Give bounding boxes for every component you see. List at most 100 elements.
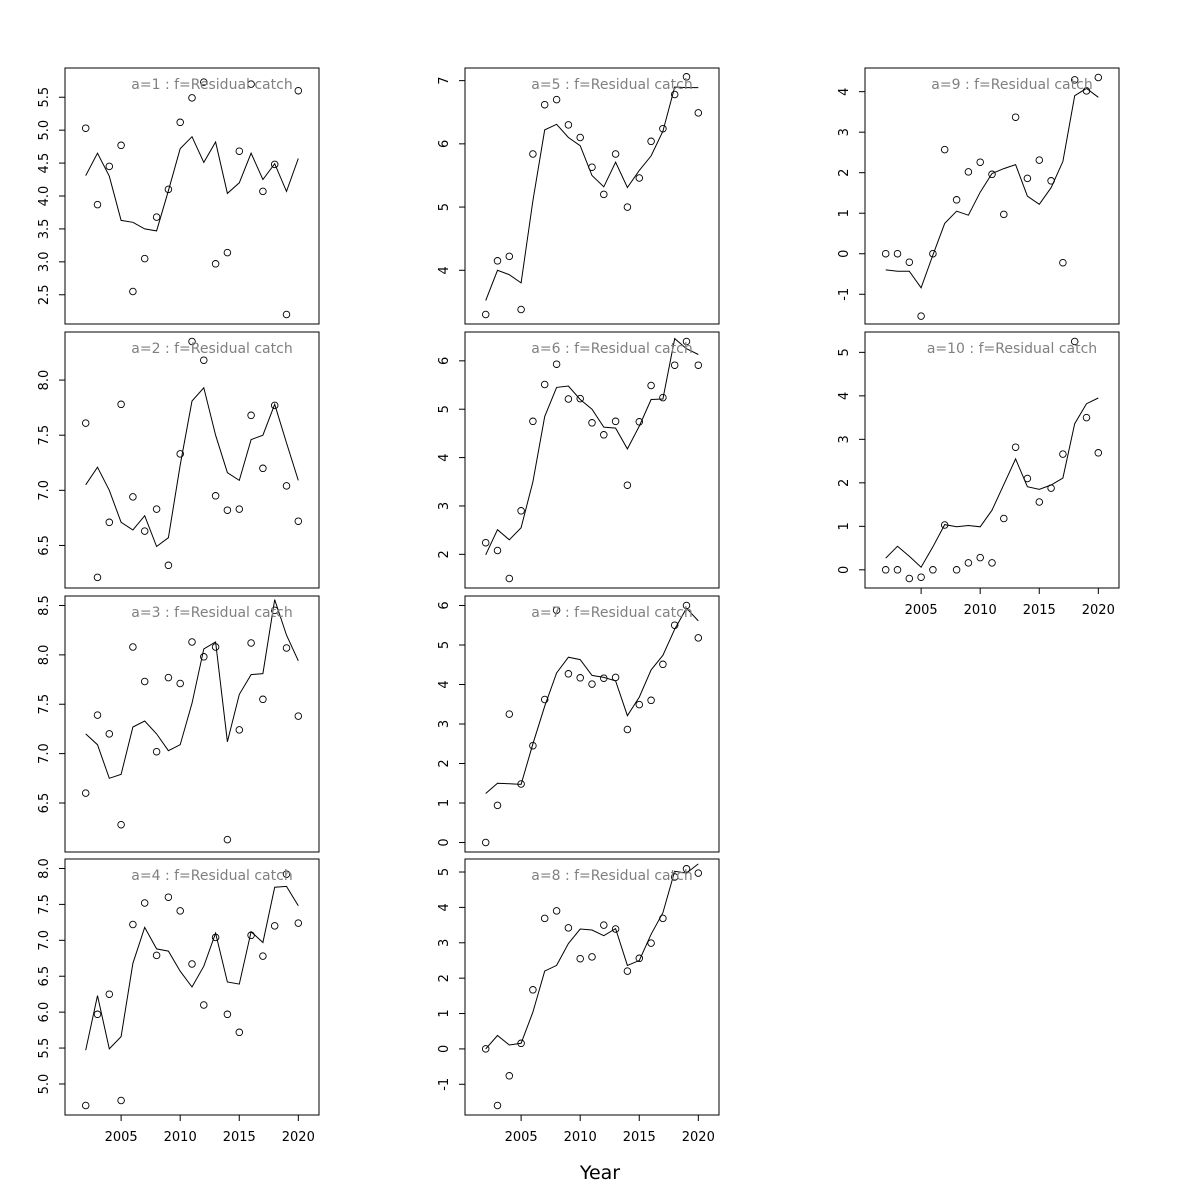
fitted-line [885, 397, 1099, 568]
y-tick-label: 3.0 [37, 251, 52, 272]
y-tick-label: 8.0 [37, 370, 52, 391]
data-point [493, 257, 502, 265]
data-point [188, 94, 196, 102]
data-point [481, 310, 490, 319]
data-point [152, 951, 161, 960]
panel-frame [64, 595, 320, 853]
data-point [905, 574, 914, 583]
y-tick-label: 5 [437, 203, 452, 211]
data-point [1047, 177, 1055, 185]
panel-frame [464, 331, 720, 589]
data-point [600, 190, 608, 199]
panel-title: a=4 : f=Residual catch [131, 868, 292, 884]
y-tick-label: 4 [437, 903, 452, 911]
y-tick-label: 7.5 [37, 894, 52, 915]
y-tick-label: 2 [437, 759, 452, 767]
data-point [211, 643, 220, 651]
x-tick-label: 2010 [564, 1130, 597, 1145]
panel-frame [64, 858, 320, 1116]
panel-a5: a=5 : f=Residual catch 4 5 6 7 [437, 67, 720, 325]
x-tick-label: 2015 [623, 1130, 656, 1145]
data-point [1023, 474, 1032, 483]
data-point [270, 922, 279, 930]
data-point [682, 601, 691, 610]
fitted-line [485, 863, 699, 1050]
data-point [164, 561, 173, 570]
data-point [588, 163, 596, 171]
data-point [564, 924, 573, 932]
data-point [81, 419, 90, 427]
data-point [140, 527, 149, 535]
data-point [576, 133, 584, 142]
data-point [211, 260, 220, 268]
data-point [1035, 156, 1044, 164]
data-point [552, 360, 561, 368]
data-point [623, 967, 632, 975]
panel-frame [864, 331, 1120, 589]
y-tick-label: 3.5 [37, 219, 52, 240]
y-tick-label: 4 [437, 453, 452, 461]
data-point [647, 137, 655, 146]
y-tick-label: 1 [837, 209, 852, 217]
data-point [282, 644, 291, 652]
data-point [188, 960, 196, 968]
x-tick-label: 2005 [905, 603, 938, 618]
panel-title: a=9 : f=Residual catch [931, 77, 1092, 93]
data-point [1023, 174, 1032, 183]
data-point [670, 90, 679, 99]
data-point [117, 141, 125, 150]
data-point [1082, 413, 1091, 422]
y-tick-label: 6 [437, 357, 452, 365]
y-tick-label: 4.0 [37, 186, 52, 207]
data-point [517, 780, 525, 788]
y-tick-label: 4 [837, 88, 852, 96]
y-tick-label: 8.5 [37, 595, 52, 616]
y-tick-label: 5 [837, 348, 852, 356]
data-point [152, 505, 161, 513]
fitted-line [85, 135, 299, 232]
y-tick-label: 5.5 [37, 1038, 52, 1059]
data-point [105, 518, 114, 527]
data-point [481, 538, 490, 547]
data-point [164, 893, 173, 901]
data-point [176, 907, 184, 915]
y-tick-label: 4 [837, 392, 852, 400]
data-point [517, 507, 525, 515]
y-tick-label: 6 [437, 140, 452, 148]
y-tick-label: 6.0 [37, 1002, 52, 1023]
data-point [505, 710, 514, 718]
data-point [564, 670, 573, 678]
data-point [247, 80, 255, 88]
data-point [247, 931, 255, 940]
data-point [540, 914, 549, 923]
data-point [223, 248, 232, 257]
y-tick-label: 6 [437, 601, 452, 609]
data-point [270, 160, 279, 169]
y-tick-label: 7.5 [37, 425, 52, 446]
data-point [223, 835, 232, 844]
data-point [893, 566, 902, 574]
data-point [635, 418, 644, 426]
data-point [505, 1072, 514, 1080]
data-point [282, 310, 291, 319]
panel-frame [64, 331, 320, 589]
data-point [1000, 210, 1008, 219]
data-point [588, 680, 596, 688]
x-axis-title: Year [579, 1162, 620, 1184]
y-tick-label: 0 [437, 838, 452, 846]
data-point [235, 147, 244, 155]
data-point [105, 730, 114, 738]
data-point [1070, 76, 1079, 84]
data-point [1047, 484, 1055, 492]
data-point [647, 939, 655, 947]
x-tick-label: 2020 [682, 1130, 715, 1145]
data-point [140, 254, 149, 263]
data-point [200, 653, 208, 661]
data-point [552, 907, 561, 915]
data-point [670, 873, 679, 881]
data-point [129, 643, 137, 651]
y-tick-label: 0 [437, 1045, 452, 1053]
data-point [600, 431, 608, 439]
data-point [176, 679, 184, 688]
